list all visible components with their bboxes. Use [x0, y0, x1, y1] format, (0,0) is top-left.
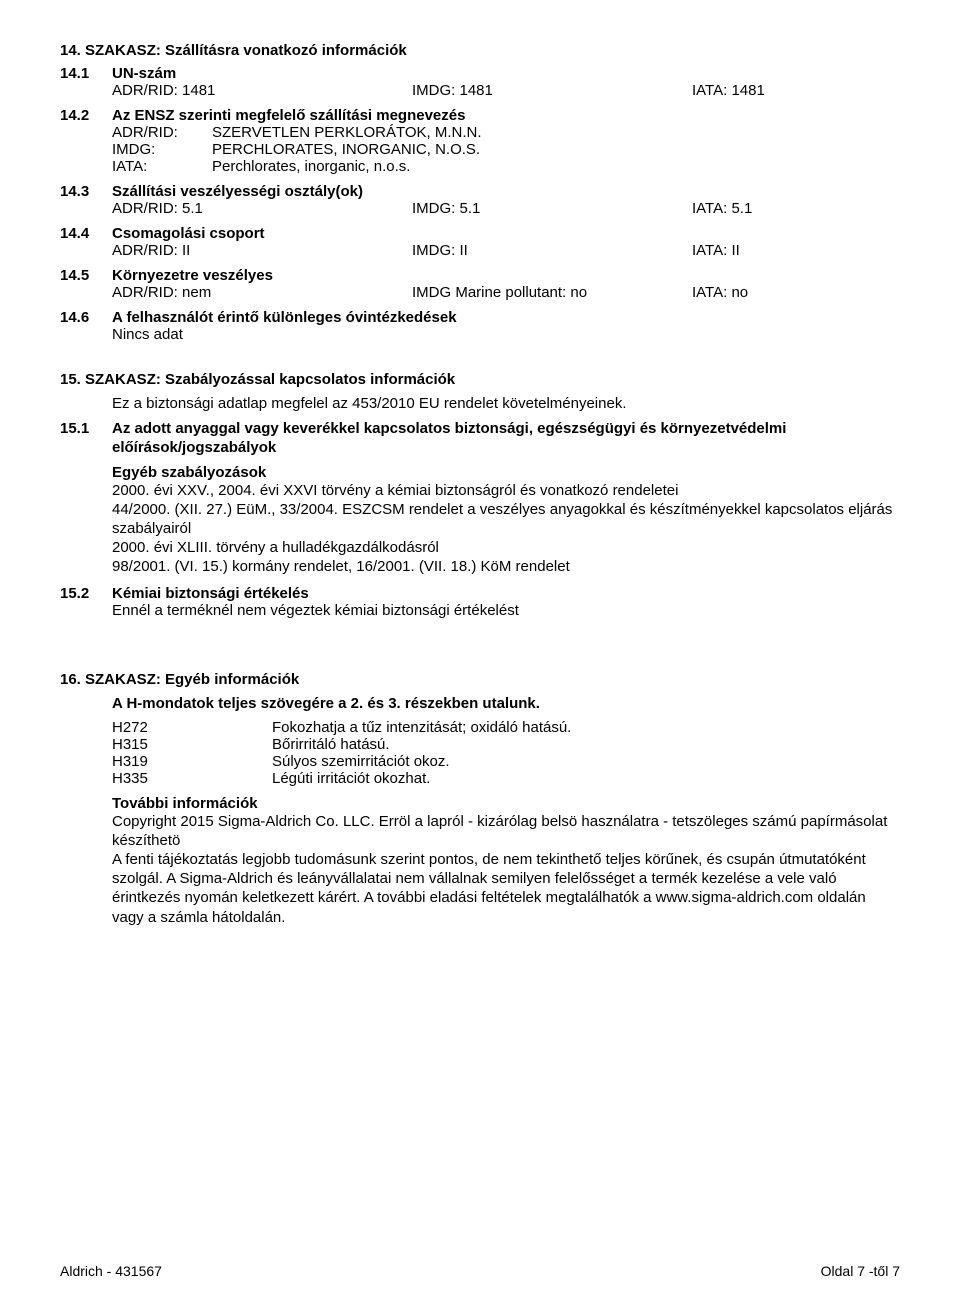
- h-code: H319: [112, 753, 272, 770]
- s14-5-adr: ADR/RID: nem: [112, 284, 412, 301]
- s14-3-num: 14.3: [60, 183, 96, 217]
- s15-1-l1: 2000. évi XXV., 2004. évi XXVI törvény a…: [112, 481, 900, 500]
- s14-1: 14.1 UN-szám ADR/RID: 1481 IMDG: 1481 IA…: [60, 65, 900, 99]
- s14-3-imdg: IMDG: 5.1: [412, 200, 692, 217]
- s15-1: 15.1 Az adott anyaggal vagy keverékkel k…: [60, 419, 900, 457]
- s14-2-adr-v: SZERVETLEN PERKLORÁTOK, M.N.N.: [212, 124, 900, 141]
- section14-title: 14. SZAKASZ: Szállításra vonatkozó infor…: [60, 42, 900, 59]
- s14-6-num: 14.6: [60, 309, 96, 343]
- s15-1-l3: 2000. évi XLIII. törvény a hulladékgazdá…: [112, 538, 900, 557]
- s14-1-iata: IATA: 1481: [692, 82, 900, 99]
- s15-2-label: Kémiai biztonsági értékelés: [112, 585, 900, 602]
- s15-1-l2: 44/2000. (XII. 27.) EüM., 33/2004. ESZCS…: [112, 500, 900, 538]
- h-text: Légúti irritációt okozhat.: [272, 770, 900, 787]
- s16-more-title: További információk: [112, 795, 900, 812]
- s15-1-l4: 98/2001. (VI. 15.) kormány rendelet, 16/…: [112, 557, 900, 576]
- s14-6-val: Nincs adat: [112, 326, 900, 343]
- s14-5-label: Környezetre veszélyes: [112, 267, 900, 284]
- page: 14. SZAKASZ: Szállításra vonatkozó infor…: [0, 0, 960, 1301]
- s15-2-val: Ennél a terméknél nem végeztek kémiai bi…: [112, 602, 900, 619]
- s14-4-num: 14.4: [60, 225, 96, 259]
- s14-2-num: 14.2: [60, 107, 96, 175]
- h-text: Fokozhatja a tűz intenzitását; oxidáló h…: [272, 719, 900, 736]
- s14-3-label: Szállítási veszélyességi osztály(ok): [112, 183, 900, 200]
- h-code: H272: [112, 719, 272, 736]
- h-code: H315: [112, 736, 272, 753]
- h-text: Súlyos szemirritációt okoz.: [272, 753, 900, 770]
- h-row: H272 Fokozhatja a tűz intenzitását; oxid…: [112, 719, 900, 736]
- h-row: H319 Súlyos szemirritációt okoz.: [112, 753, 900, 770]
- s14-5-num: 14.5: [60, 267, 96, 301]
- s14-1-adr: ADR/RID: 1481: [112, 82, 412, 99]
- s15-2: 15.2 Kémiai biztonsági értékelés Ennél a…: [60, 585, 900, 619]
- h-row: H315 Bőrirritáló hatású.: [112, 736, 900, 753]
- s14-4-imdg: IMDG: II: [412, 242, 692, 259]
- s16-ref: A H-mondatok teljes szövegére a 2. és 3.…: [60, 694, 900, 713]
- page-footer: Aldrich - 431567 Oldal 7 -től 7: [60, 1263, 900, 1279]
- s14-4-label: Csomagolási csoport: [112, 225, 900, 242]
- s14-6-label: A felhasználót érintő különleges óvintéz…: [112, 309, 900, 326]
- s15-2-num: 15.2: [60, 585, 96, 619]
- section15-title: 15. SZAKASZ: Szabályozással kapcsolatos …: [60, 371, 900, 388]
- s14-1-label: UN-szám: [112, 65, 900, 82]
- s14-1-num: 14.1: [60, 65, 96, 99]
- s14-4: 14.4 Csomagolási csoport ADR/RID: II IMD…: [60, 225, 900, 259]
- h-code: H335: [112, 770, 272, 787]
- h-row: H335 Légúti irritációt okozhat.: [112, 770, 900, 787]
- s14-1-imdg: IMDG: 1481: [412, 82, 692, 99]
- s15-1-num: 15.1: [60, 419, 96, 457]
- s14-5-imdg: IMDG Marine pollutant: no: [412, 284, 692, 301]
- s14-2-adr-k: ADR/RID:: [112, 124, 212, 141]
- s14-3-iata: IATA: 5.1: [692, 200, 900, 217]
- s14-2-label: Az ENSZ szerinti megfelelő szállítási me…: [112, 107, 900, 124]
- footer-right: Oldal 7 -től 7: [821, 1263, 900, 1279]
- h-text: Bőrirritáló hatású.: [272, 736, 900, 753]
- footer-left: Aldrich - 431567: [60, 1263, 162, 1279]
- s14-4-iata: IATA: II: [692, 242, 900, 259]
- s15-intro: Ez a biztonsági adatlap megfelel az 453/…: [60, 394, 900, 413]
- s14-3-adr: ADR/RID: 5.1: [112, 200, 412, 217]
- s16-more: Copyright 2015 Sigma-Aldrich Co. LLC. Er…: [112, 812, 900, 927]
- s14-2-iata-k: IATA:: [112, 158, 212, 175]
- s14-5: 14.5 Környezetre veszélyes ADR/RID: nem …: [60, 267, 900, 301]
- s14-6: 14.6 A felhasználót érintő különleges óv…: [60, 309, 900, 343]
- s14-5-iata: IATA: no: [692, 284, 900, 301]
- s15-1-reg-title: Egyéb szabályozások: [112, 464, 900, 481]
- s14-2-imdg-k: IMDG:: [112, 141, 212, 158]
- s14-4-adr: ADR/RID: II: [112, 242, 412, 259]
- s14-2-iata-v: Perchlorates, inorganic, n.o.s.: [212, 158, 900, 175]
- s14-2: 14.2 Az ENSZ szerinti megfelelő szállítá…: [60, 107, 900, 175]
- s14-2-imdg-v: PERCHLORATES, INORGANIC, N.O.S.: [212, 141, 900, 158]
- s15-1-label: Az adott anyaggal vagy keverékkel kapcso…: [112, 419, 900, 457]
- s14-3: 14.3 Szállítási veszélyességi osztály(ok…: [60, 183, 900, 217]
- section16-title: 16. SZAKASZ: Egyéb információk: [60, 671, 900, 688]
